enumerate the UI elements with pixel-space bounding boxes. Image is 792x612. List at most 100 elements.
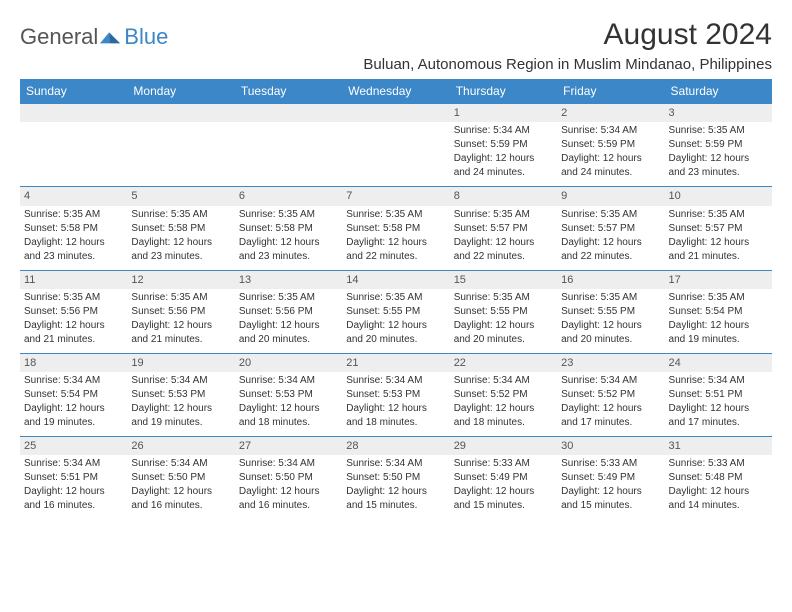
day-details: Sunrise: 5:34 AMSunset: 5:51 PMDaylight:… xyxy=(20,455,127,519)
day-number: 7 xyxy=(342,187,449,205)
detail-line: Sunset: 5:53 PM xyxy=(239,388,338,401)
detail-line: and 20 minutes. xyxy=(239,333,338,346)
calendar-cell: 30Sunrise: 5:33 AMSunset: 5:49 PMDayligh… xyxy=(557,437,664,520)
detail-line: Daylight: 12 hours xyxy=(131,402,230,415)
day-number: 17 xyxy=(665,271,772,289)
brand-name-1: General xyxy=(20,24,98,50)
detail-line: Sunset: 5:53 PM xyxy=(131,388,230,401)
calendar-row: 25Sunrise: 5:34 AMSunset: 5:51 PMDayligh… xyxy=(20,437,772,520)
day-details: Sunrise: 5:35 AMSunset: 5:57 PMDaylight:… xyxy=(450,206,557,270)
detail-line: Sunrise: 5:35 AM xyxy=(24,208,123,221)
day-details: Sunrise: 5:35 AMSunset: 5:55 PMDaylight:… xyxy=(342,289,449,353)
day-details: Sunrise: 5:35 AMSunset: 5:58 PMDaylight:… xyxy=(235,206,342,270)
calendar-row: 18Sunrise: 5:34 AMSunset: 5:54 PMDayligh… xyxy=(20,353,772,436)
day-header: Thursday xyxy=(450,79,557,104)
detail-line: Sunrise: 5:33 AM xyxy=(454,457,553,470)
detail-line: Sunset: 5:51 PM xyxy=(669,388,768,401)
brand-logo: General Blue xyxy=(20,18,168,50)
detail-line: Sunrise: 5:35 AM xyxy=(239,208,338,221)
day-details: Sunrise: 5:35 AMSunset: 5:58 PMDaylight:… xyxy=(127,206,234,270)
detail-line: and 18 minutes. xyxy=(454,416,553,429)
calendar-body: 1Sunrise: 5:34 AMSunset: 5:59 PMDaylight… xyxy=(20,104,772,520)
day-details: Sunrise: 5:34 AMSunset: 5:53 PMDaylight:… xyxy=(342,372,449,436)
day-details: Sunrise: 5:33 AMSunset: 5:48 PMDaylight:… xyxy=(665,455,772,519)
detail-line: and 23 minutes. xyxy=(131,250,230,263)
day-details: Sunrise: 5:34 AMSunset: 5:50 PMDaylight:… xyxy=(127,455,234,519)
detail-line: and 20 minutes. xyxy=(346,333,445,346)
day-number: 13 xyxy=(235,271,342,289)
detail-line: Daylight: 12 hours xyxy=(239,485,338,498)
detail-line: Daylight: 12 hours xyxy=(561,236,660,249)
detail-line: Daylight: 12 hours xyxy=(24,236,123,249)
day-details: Sunrise: 5:35 AMSunset: 5:55 PMDaylight:… xyxy=(450,289,557,353)
detail-line: Daylight: 12 hours xyxy=(239,236,338,249)
detail-line: Daylight: 12 hours xyxy=(24,319,123,332)
day-number: 24 xyxy=(665,354,772,372)
calendar-cell xyxy=(20,104,127,187)
day-header: Sunday xyxy=(20,79,127,104)
detail-line: Sunset: 5:55 PM xyxy=(346,305,445,318)
detail-line: and 18 minutes. xyxy=(239,416,338,429)
detail-line: and 16 minutes. xyxy=(239,499,338,512)
detail-line: and 23 minutes. xyxy=(239,250,338,263)
detail-line: Sunset: 5:57 PM xyxy=(454,222,553,235)
detail-line: Sunrise: 5:35 AM xyxy=(131,208,230,221)
detail-line: Sunset: 5:49 PM xyxy=(454,471,553,484)
day-number: 16 xyxy=(557,271,664,289)
detail-line: and 18 minutes. xyxy=(346,416,445,429)
detail-line: Sunset: 5:53 PM xyxy=(346,388,445,401)
detail-line: Sunset: 5:59 PM xyxy=(669,138,768,151)
detail-line: and 17 minutes. xyxy=(669,416,768,429)
day-details: Sunrise: 5:33 AMSunset: 5:49 PMDaylight:… xyxy=(557,455,664,519)
calendar-cell: 29Sunrise: 5:33 AMSunset: 5:49 PMDayligh… xyxy=(450,437,557,520)
detail-line: Daylight: 12 hours xyxy=(346,236,445,249)
detail-line: Sunrise: 5:34 AM xyxy=(561,124,660,137)
day-number: 22 xyxy=(450,354,557,372)
detail-line: and 21 minutes. xyxy=(669,250,768,263)
calendar-cell: 1Sunrise: 5:34 AMSunset: 5:59 PMDaylight… xyxy=(450,104,557,187)
detail-line: Sunset: 5:55 PM xyxy=(454,305,553,318)
day-header: Monday xyxy=(127,79,234,104)
detail-line: Sunrise: 5:34 AM xyxy=(669,374,768,387)
detail-line: Sunrise: 5:34 AM xyxy=(454,374,553,387)
calendar-cell xyxy=(235,104,342,187)
calendar-cell: 22Sunrise: 5:34 AMSunset: 5:52 PMDayligh… xyxy=(450,353,557,436)
calendar-cell: 14Sunrise: 5:35 AMSunset: 5:55 PMDayligh… xyxy=(342,270,449,353)
day-details: Sunrise: 5:35 AMSunset: 5:55 PMDaylight:… xyxy=(557,289,664,353)
detail-line: Sunset: 5:56 PM xyxy=(131,305,230,318)
title-block: August 2024 Buluan, Autonomous Region in… xyxy=(363,18,772,73)
calendar-cell: 27Sunrise: 5:34 AMSunset: 5:50 PMDayligh… xyxy=(235,437,342,520)
calendar-cell: 31Sunrise: 5:33 AMSunset: 5:48 PMDayligh… xyxy=(665,437,772,520)
day-details: Sunrise: 5:34 AMSunset: 5:50 PMDaylight:… xyxy=(342,455,449,519)
location-text: Buluan, Autonomous Region in Muslim Mind… xyxy=(363,56,772,73)
detail-line: Sunset: 5:50 PM xyxy=(131,471,230,484)
detail-line: Daylight: 12 hours xyxy=(239,402,338,415)
detail-line: Daylight: 12 hours xyxy=(346,485,445,498)
calendar-cell: 12Sunrise: 5:35 AMSunset: 5:56 PMDayligh… xyxy=(127,270,234,353)
day-number: 25 xyxy=(20,437,127,455)
detail-line: Daylight: 12 hours xyxy=(131,236,230,249)
day-details: Sunrise: 5:35 AMSunset: 5:56 PMDaylight:… xyxy=(235,289,342,353)
detail-line: Sunset: 5:52 PM xyxy=(561,388,660,401)
detail-line: Daylight: 12 hours xyxy=(346,402,445,415)
detail-line: and 21 minutes. xyxy=(131,333,230,346)
brand-name-2: Blue xyxy=(124,26,168,48)
calendar-row: 11Sunrise: 5:35 AMSunset: 5:56 PMDayligh… xyxy=(20,270,772,353)
detail-line: Sunrise: 5:34 AM xyxy=(131,457,230,470)
detail-line: Sunset: 5:54 PM xyxy=(669,305,768,318)
day-number: 15 xyxy=(450,271,557,289)
detail-line: Daylight: 12 hours xyxy=(131,485,230,498)
detail-line: Daylight: 12 hours xyxy=(24,402,123,415)
detail-line: Sunset: 5:54 PM xyxy=(24,388,123,401)
detail-line: Sunrise: 5:35 AM xyxy=(454,291,553,304)
detail-line: Daylight: 12 hours xyxy=(239,319,338,332)
day-number: 29 xyxy=(450,437,557,455)
calendar-cell: 19Sunrise: 5:34 AMSunset: 5:53 PMDayligh… xyxy=(127,353,234,436)
day-number: 30 xyxy=(557,437,664,455)
day-number: 12 xyxy=(127,271,234,289)
day-details: Sunrise: 5:34 AMSunset: 5:59 PMDaylight:… xyxy=(557,122,664,186)
detail-line: and 23 minutes. xyxy=(24,250,123,263)
detail-line: and 19 minutes. xyxy=(131,416,230,429)
detail-line: and 23 minutes. xyxy=(669,166,768,179)
calendar-cell: 6Sunrise: 5:35 AMSunset: 5:58 PMDaylight… xyxy=(235,187,342,270)
